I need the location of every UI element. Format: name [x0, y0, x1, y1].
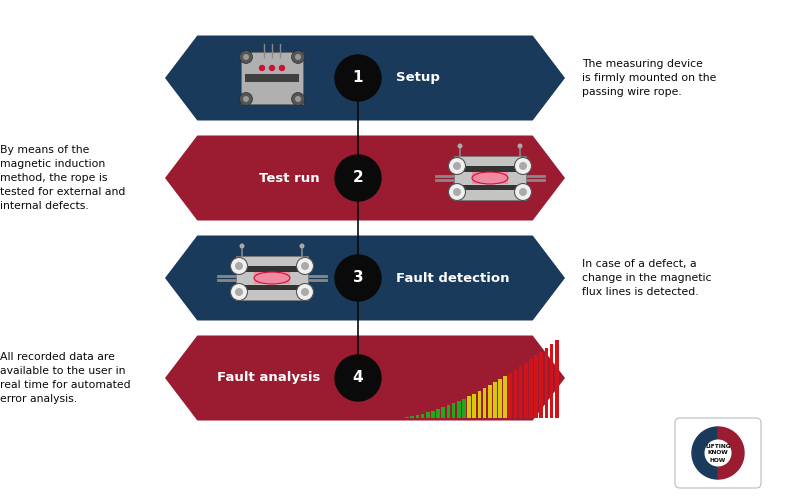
Polygon shape: [692, 427, 718, 479]
Bar: [426, 412, 429, 418]
Bar: [488, 386, 492, 418]
Text: Setup: Setup: [396, 72, 440, 85]
Circle shape: [301, 262, 309, 270]
Circle shape: [335, 255, 381, 301]
Bar: [478, 391, 481, 418]
Text: 4: 4: [353, 370, 363, 386]
Text: HOW: HOW: [710, 458, 726, 462]
Bar: [462, 398, 466, 418]
FancyBboxPatch shape: [675, 418, 761, 488]
Circle shape: [243, 54, 249, 60]
Circle shape: [704, 440, 731, 466]
Circle shape: [448, 184, 466, 200]
Circle shape: [335, 55, 381, 101]
Bar: [421, 414, 425, 418]
Bar: [457, 401, 461, 418]
Circle shape: [243, 96, 249, 102]
Bar: [524, 362, 528, 418]
Bar: [437, 409, 440, 418]
Bar: [550, 344, 553, 418]
Bar: [555, 340, 559, 418]
Bar: [519, 366, 522, 418]
Circle shape: [453, 188, 461, 196]
Circle shape: [240, 92, 252, 106]
Bar: [534, 356, 538, 418]
Polygon shape: [165, 236, 565, 320]
Circle shape: [296, 258, 314, 274]
FancyBboxPatch shape: [454, 156, 526, 200]
Text: Fault detection: Fault detection: [396, 272, 510, 284]
Bar: [405, 417, 409, 418]
Bar: [472, 394, 476, 418]
Circle shape: [295, 96, 301, 102]
Text: By means of the
magnetic induction
method, the rope is
tested for external and
i: By means of the magnetic induction metho…: [0, 145, 125, 211]
Bar: [504, 376, 507, 418]
Circle shape: [453, 162, 461, 170]
Circle shape: [335, 155, 381, 201]
Bar: [431, 411, 435, 418]
Circle shape: [458, 144, 463, 148]
Bar: [254, 272, 290, 284]
Bar: [447, 405, 450, 418]
Text: KNOW: KNOW: [708, 450, 728, 456]
Circle shape: [448, 158, 466, 174]
Circle shape: [519, 188, 527, 196]
Circle shape: [301, 288, 309, 296]
Bar: [245, 74, 299, 82]
Bar: [459, 166, 521, 172]
FancyBboxPatch shape: [241, 52, 303, 104]
Circle shape: [240, 50, 252, 64]
Text: The measuring device
is firmly mounted on the
passing wire rope.: The measuring device is firmly mounted o…: [582, 59, 716, 97]
Bar: [529, 359, 533, 418]
Circle shape: [235, 288, 243, 296]
Circle shape: [335, 355, 381, 401]
Circle shape: [235, 262, 243, 270]
Circle shape: [240, 244, 244, 248]
Text: 2: 2: [352, 170, 363, 186]
Text: 3: 3: [353, 270, 363, 285]
Circle shape: [515, 158, 531, 174]
Circle shape: [231, 284, 247, 300]
Circle shape: [279, 65, 285, 71]
Text: Test run: Test run: [259, 172, 320, 184]
Polygon shape: [165, 36, 565, 120]
Bar: [452, 403, 455, 418]
Bar: [483, 388, 486, 418]
Circle shape: [231, 258, 247, 274]
Bar: [441, 407, 445, 418]
Text: All recorded data are
available to the user in
real time for automated
error ana: All recorded data are available to the u…: [0, 352, 131, 404]
Bar: [459, 185, 521, 190]
Bar: [467, 396, 471, 418]
Circle shape: [299, 244, 304, 248]
Polygon shape: [718, 427, 744, 479]
Circle shape: [292, 50, 304, 64]
FancyBboxPatch shape: [236, 256, 308, 300]
Circle shape: [296, 284, 314, 300]
Text: 1: 1: [353, 70, 363, 86]
Bar: [411, 416, 414, 418]
Bar: [514, 370, 517, 418]
Bar: [241, 285, 303, 290]
Bar: [508, 373, 512, 418]
Bar: [545, 348, 548, 418]
Bar: [498, 380, 502, 418]
Circle shape: [295, 54, 301, 60]
Circle shape: [518, 144, 522, 148]
Circle shape: [258, 65, 266, 71]
Circle shape: [292, 92, 304, 106]
Circle shape: [515, 184, 531, 200]
Text: In case of a defect, a
change in the magnetic
flux lines is detected.: In case of a defect, a change in the mag…: [582, 259, 712, 297]
Bar: [472, 172, 508, 184]
Polygon shape: [165, 336, 565, 420]
Bar: [539, 352, 543, 418]
Circle shape: [519, 162, 527, 170]
Circle shape: [269, 65, 275, 71]
Text: LIFTING: LIFTING: [705, 444, 730, 448]
Bar: [415, 415, 419, 418]
Bar: [241, 266, 303, 272]
Text: Fault analysis: Fault analysis: [217, 372, 320, 384]
Bar: [493, 382, 496, 418]
Polygon shape: [165, 136, 565, 220]
